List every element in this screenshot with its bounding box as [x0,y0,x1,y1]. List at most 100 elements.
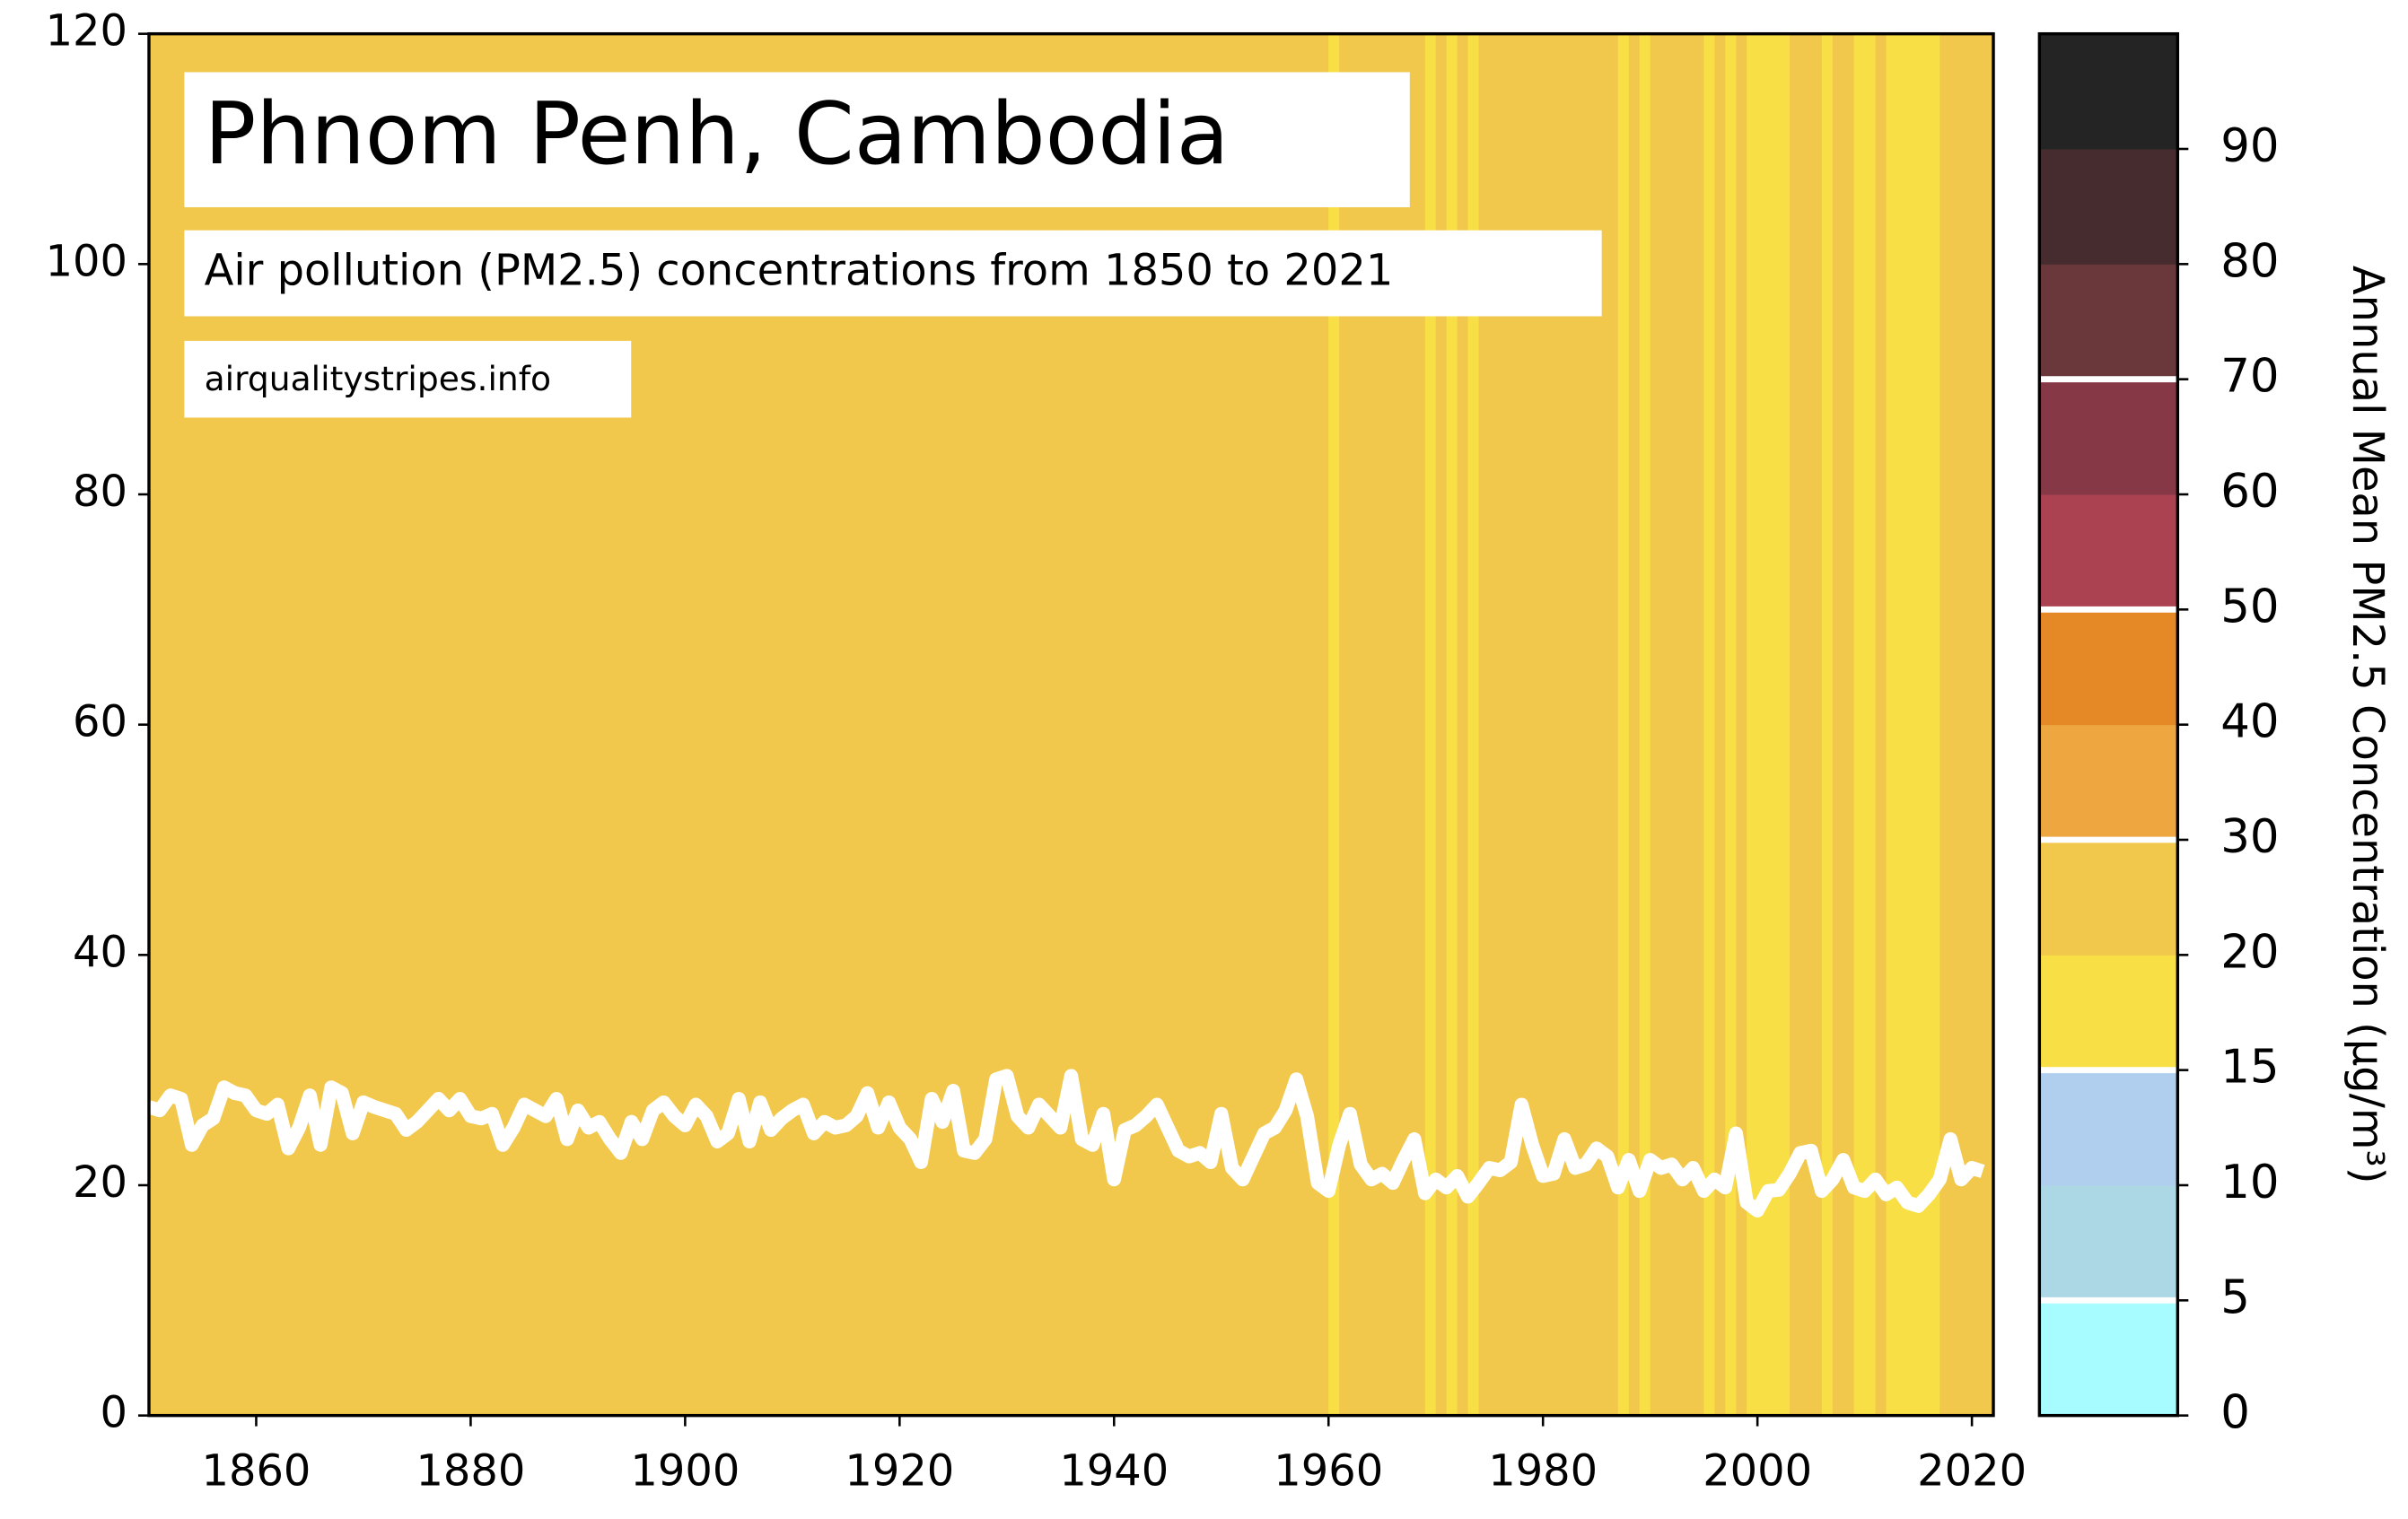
stripe [1381,33,1394,1416]
stripe [1832,33,1844,1416]
stripe [781,33,793,1416]
stripe [1221,33,1233,1416]
stripe [1607,33,1619,1416]
stripe [1446,33,1458,1416]
colorbar-cell [2039,724,2178,841]
stripe [1038,33,1051,1416]
stripe [1532,33,1544,1416]
stripe [1350,33,1362,1416]
stripe [1414,33,1426,1416]
stripe [1146,33,1158,1416]
stripe [1264,33,1276,1416]
stripe [1435,33,1448,1416]
y-tick-label: 120 [46,7,127,57]
y-tick-label: 20 [73,1158,127,1208]
stripe [1907,33,1920,1416]
colorbar-tick-label: 20 [2220,925,2279,979]
stripe [835,33,847,1416]
pm25-line [146,1069,1985,1218]
colorbar-cell [2039,955,2178,1071]
stripe [1114,33,1125,1416]
stripe [1768,33,1780,1416]
stripe [1125,33,1136,1416]
colorbar-cell [2039,148,2178,265]
stripe [1231,33,1244,1416]
stripe [1682,33,1694,1416]
stripe [1392,33,1405,1416]
stripe [1628,33,1641,1416]
plot-frame [147,31,1995,1418]
stripe [728,33,740,1416]
stripe [696,33,707,1416]
stripe [1810,33,1823,1416]
stripe [1403,33,1415,1416]
stripe [1585,33,1598,1416]
stripe [170,33,182,1416]
colorbar-cell [2039,1069,2178,1186]
x-tick-label: 1980 [1488,1447,1598,1497]
stripe [1779,33,1791,1416]
stripe [674,33,687,1416]
stripe [1510,33,1522,1416]
stripe [717,33,729,1416]
stripe [1918,33,1931,1416]
stripe [1725,33,1737,1416]
stripe [1521,33,1533,1416]
stripe [1896,33,1909,1416]
y-tick-label: 60 [73,698,127,747]
stripe [899,33,911,1416]
stripe [1092,33,1105,1416]
stripe [760,33,772,1416]
title-box [184,72,1410,208]
colorbar-tick-label: 70 [2220,350,2279,404]
stripe [1747,33,1758,1416]
stripe [1596,33,1608,1416]
stripe [1789,33,1801,1416]
stripe [1157,33,1169,1416]
stripe [1875,33,1887,1416]
stripe [1135,33,1147,1416]
stripe [942,33,954,1416]
stripe [1318,33,1329,1416]
stripe [749,33,761,1416]
stripe [856,33,869,1416]
chart-title: Phnom Penh, Cambodia [205,83,1230,184]
x-tick-label: 1940 [1059,1447,1169,1497]
stripe [1017,33,1029,1416]
stripe [770,33,783,1416]
stripe [1489,33,1502,1416]
stripe [148,33,161,1416]
stripe [1864,33,1877,1416]
stripe [663,33,676,1416]
colorbar-tick-label: 50 [2220,580,2279,633]
colorbar-cell [2039,1300,2178,1417]
stripe [985,33,997,1416]
stripe [706,33,718,1416]
stripe [1983,33,1994,1416]
stripe [1886,33,1898,1416]
stripe [159,33,171,1416]
stripe [1843,33,1855,1416]
stripe [1575,33,1587,1416]
colorbar-tick-label: 90 [2220,119,2279,173]
colorbar-tick-label: 5 [2220,1270,2250,1324]
stripe [1821,33,1834,1416]
stripe [1103,33,1115,1416]
x-tick-label: 2020 [1917,1447,2027,1497]
stripe [845,33,858,1416]
colorbar-cell [2039,379,2178,495]
colorbar-tick-label: 40 [2220,695,2279,749]
colorbar-cell [2039,609,2178,726]
stripe [1081,33,1094,1416]
stripe [802,33,815,1416]
y-tick-label: 40 [73,928,127,977]
x-tick-label: 1900 [630,1447,740,1497]
stripe [1178,33,1190,1416]
subtitle-box [184,230,1602,317]
chart-subtitle: Air pollution (PM2.5) concentrations fro… [205,247,1394,296]
colorbar-tick-label: 15 [2220,1041,2279,1095]
stripe [1736,33,1747,1416]
stripe [642,33,654,1416]
stripe [1188,33,1201,1416]
